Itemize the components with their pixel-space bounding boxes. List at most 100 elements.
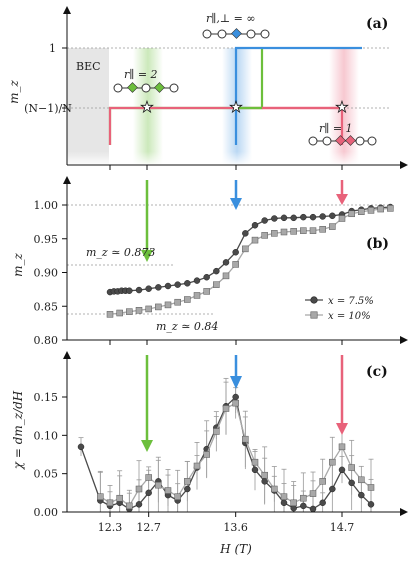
series-r-inf [234, 46, 362, 145]
c-point-10 [106, 499, 114, 507]
c-point-10 [193, 462, 201, 470]
b-point-75 [164, 282, 172, 290]
b-point-75 [174, 281, 181, 288]
chain-r-inf-icon [202, 28, 270, 39]
c-point-75 [145, 489, 152, 497]
b-point-75 [271, 215, 278, 222]
legend-marker-10 [310, 311, 318, 319]
b-point-75 [280, 214, 288, 222]
c-panel-label: (c) [366, 364, 388, 380]
c-point-10 [338, 443, 346, 451]
ann-r-one: r∥ = 1 [319, 122, 353, 135]
c-point-10 [290, 499, 297, 507]
x-tick-label: 13.6 [223, 521, 248, 534]
legend-label-10: x = 10% [328, 311, 371, 322]
c-point-10 [261, 471, 268, 479]
b-point-10 [348, 210, 355, 218]
b-point-10 [106, 311, 114, 318]
c-point-10 [164, 487, 172, 494]
c-point-10 [203, 451, 210, 458]
c-point-10 [251, 458, 259, 466]
b-legend: x = 7.5% x = 10% [305, 296, 374, 322]
a-panel-label: (a) [366, 16, 388, 32]
c-ytick-label: 0.05 [34, 468, 59, 481]
c-point-75 [329, 485, 336, 493]
x-tick-label: 12.7 [136, 521, 161, 534]
b-point-75 [309, 213, 317, 221]
ann-r-two: r∥ = 2 [124, 68, 158, 81]
b-point-10 [242, 245, 249, 253]
c-point-75 [290, 504, 297, 512]
c-point-10 [184, 478, 191, 485]
chain-r-one-icon [308, 135, 377, 146]
c-point-10 [126, 502, 133, 510]
panel-c: 0.00 0.05 0.10 0.15 χ = dm_z/dH (c) 12.3 12.… [11, 351, 408, 556]
c-point-10 [348, 464, 355, 471]
c-arrow-blue [230, 355, 242, 389]
c-point-75 [319, 499, 326, 507]
chain-r-two-icon [113, 82, 179, 93]
c-point-75 [338, 466, 346, 474]
b-arrow-red [336, 180, 348, 205]
c-point-10 [309, 490, 317, 497]
b-point-10 [145, 305, 152, 313]
b-point-75 [329, 212, 336, 220]
c-point-10 [97, 493, 104, 500]
c-point-75 [184, 485, 191, 493]
a-xticks [109, 165, 343, 170]
panel-b: m_z ≃ 0.873 m_z ≃ 0.84 x = 7.5% x = 10% … [11, 176, 408, 347]
c-point-75 [251, 466, 259, 474]
b-point-75 [135, 286, 143, 294]
b-point-10 [309, 227, 317, 234]
legend-marker-75 [310, 296, 318, 304]
b-point-10 [232, 261, 239, 268]
b-ytick-label: 1.00 [34, 199, 59, 212]
c-arrow-red [336, 355, 348, 435]
b-point-10 [213, 281, 220, 288]
b-point-75 [319, 213, 326, 220]
ann-873: m_z ≃ 0.873 [86, 246, 155, 259]
c-point-75 [135, 501, 143, 508]
a-ytick-nminus1: (N−1)/N [24, 102, 72, 115]
b-point-75 [290, 214, 297, 222]
b-point-10 [377, 205, 384, 213]
x-axis-label: H (T) [219, 542, 252, 556]
ann-84: m_z ≃ 0.84 [156, 320, 218, 333]
b-point-10 [203, 288, 210, 295]
b-ytick-label: 0.85 [34, 300, 59, 313]
c-point-75 [367, 501, 375, 508]
c-point-10 [271, 485, 278, 493]
star-red: ★ [335, 98, 348, 116]
c-point-10 [232, 399, 239, 407]
b-point-75 [232, 249, 239, 256]
b-point-10 [300, 227, 307, 234]
panel-a: BEC ★ ★ ★ [7, 6, 408, 170]
b-point-75 [126, 287, 133, 294]
c-ylabel: χ = dm_z/dH [11, 390, 25, 470]
b-point-10 [135, 307, 143, 314]
b-arrow-green [141, 180, 153, 262]
c-point-75 [300, 502, 307, 510]
b-point-10 [126, 308, 133, 315]
b-point-10 [358, 208, 365, 215]
series-r-one [108, 106, 344, 145]
b-point-75 [300, 213, 307, 221]
b-point-10 [164, 301, 172, 309]
c-ytick-label: 0.10 [34, 429, 59, 442]
c-point-10 [222, 405, 230, 412]
legend-label-75: x = 7.5% [328, 296, 374, 307]
b-point-10 [319, 226, 326, 233]
b-point-10 [251, 236, 259, 244]
c-point-10 [358, 476, 365, 484]
b-point-10 [155, 303, 162, 311]
b-ylabel: m_z [11, 252, 25, 276]
c-point-10 [174, 493, 181, 500]
x-tick-label: 12.3 [98, 521, 123, 534]
c-point-75 [77, 443, 85, 451]
b-point-10 [271, 230, 278, 237]
c-point-75 [232, 393, 239, 401]
c-point-10 [135, 485, 143, 493]
b-point-75 [261, 217, 268, 224]
c-point-75 [358, 491, 365, 499]
b-point-10 [338, 215, 346, 222]
